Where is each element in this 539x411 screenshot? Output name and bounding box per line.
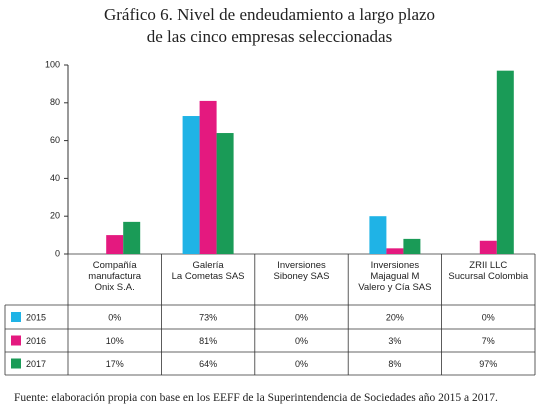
bar bbox=[479, 240, 497, 254]
legend-label: 2015 bbox=[26, 312, 46, 322]
value-label: 0% bbox=[108, 312, 121, 322]
value-label: 10% bbox=[106, 336, 124, 346]
source-note: Fuente: elaboración propia con base en l… bbox=[14, 392, 498, 404]
chart-title: Gráfico 6. Nivel de endeudamiento a larg… bbox=[103, 5, 436, 46]
category-label: Inversiones Majagual M Valero y Cía SAS bbox=[358, 260, 432, 293]
value-label: 0% bbox=[295, 312, 308, 322]
bar bbox=[123, 221, 141, 254]
value-label: 7% bbox=[482, 336, 495, 346]
value-label: 0% bbox=[295, 359, 308, 369]
value-label: 64% bbox=[199, 359, 217, 369]
value-label: 17% bbox=[106, 359, 124, 369]
legend-label: 2016 bbox=[26, 336, 46, 346]
bar bbox=[386, 248, 404, 254]
value-label: 0% bbox=[482, 312, 495, 322]
legend-swatch bbox=[11, 335, 21, 346]
y-tick-label: 40 bbox=[50, 173, 60, 183]
bar bbox=[369, 216, 387, 254]
bar bbox=[182, 116, 200, 254]
value-label: 3% bbox=[388, 336, 401, 346]
value-label: 81% bbox=[199, 336, 217, 346]
value-label: 0% bbox=[295, 336, 308, 346]
value-label: 73% bbox=[199, 312, 217, 322]
value-label: 20% bbox=[386, 312, 404, 322]
bar bbox=[199, 100, 217, 254]
bar bbox=[403, 238, 421, 254]
legend-label: 2017 bbox=[26, 359, 46, 369]
value-label: 8% bbox=[388, 359, 401, 369]
legend-swatch bbox=[11, 312, 21, 322]
y-tick-label: 100 bbox=[45, 59, 60, 69]
bar bbox=[216, 133, 234, 254]
legend-swatch bbox=[11, 358, 21, 369]
bar bbox=[106, 235, 124, 254]
category-label: Inversiones Siboney SAS bbox=[273, 260, 330, 282]
bar bbox=[496, 70, 514, 254]
y-tick-label: 0 bbox=[55, 248, 60, 258]
category-label: ZRII LLC Sucursal Colombia bbox=[448, 260, 529, 282]
value-label: 97% bbox=[479, 359, 497, 369]
y-tick-label: 80 bbox=[50, 97, 60, 107]
y-tick-label: 20 bbox=[50, 211, 60, 221]
category-label: Compañía manufactura Onix S.A. bbox=[88, 260, 142, 293]
category-label: Galería La Cometas SAS bbox=[171, 260, 245, 282]
y-tick-label: 60 bbox=[50, 135, 60, 145]
